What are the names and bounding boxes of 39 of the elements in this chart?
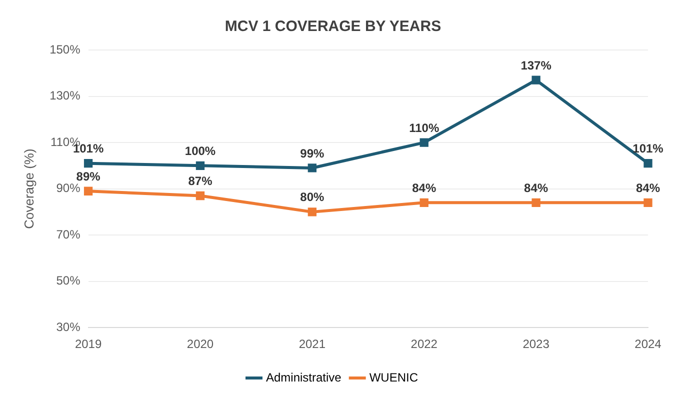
y-tick-label: 150% — [50, 42, 81, 56]
point — [84, 159, 93, 168]
legend-label: Administrative — [266, 370, 342, 384]
data-label: 80% — [300, 190, 325, 204]
point — [532, 198, 540, 208]
x-tick-label: 2022 — [410, 337, 438, 352]
point — [420, 198, 428, 208]
data-label: 84% — [412, 180, 436, 195]
data-label: 99% — [300, 146, 325, 160]
legend-label: WUENIC — [369, 370, 418, 384]
point — [308, 208, 317, 216]
data-label: 87% — [188, 174, 213, 188]
point — [420, 138, 428, 147]
chart-title: MCV 1 COVERAGE BY YEARS — [224, 18, 442, 36]
data-label: 84% — [524, 180, 548, 195]
y-tick-label: 90% — [56, 181, 81, 196]
y-tick-label: 130% — [50, 88, 81, 103]
point — [308, 164, 317, 172]
data-label: 84% — [636, 180, 660, 195]
data-label: 101% — [632, 142, 664, 156]
x-tick-label: 2019 — [74, 337, 102, 352]
x-tick-label: 2020 — [186, 337, 214, 352]
y-tick-label: 50% — [56, 274, 81, 288]
data-label: 89% — [76, 169, 101, 184]
x-tick-label: 2021 — [298, 337, 326, 352]
y-tick-label: 70% — [56, 227, 81, 242]
data-label: 100% — [184, 144, 216, 158]
point — [532, 76, 540, 84]
x-tick-label: 2023 — [522, 337, 550, 352]
x-tick-label: 2024 — [634, 337, 662, 352]
point — [644, 198, 652, 208]
point — [644, 159, 652, 168]
data-label: 137% — [520, 58, 552, 72]
point — [84, 186, 93, 196]
point — [196, 161, 205, 170]
data-label: 110% — [409, 120, 440, 135]
point — [196, 191, 205, 200]
y-tick-label: 30% — [56, 320, 81, 334]
y-axis-title: Coverage (%) — [21, 148, 36, 229]
